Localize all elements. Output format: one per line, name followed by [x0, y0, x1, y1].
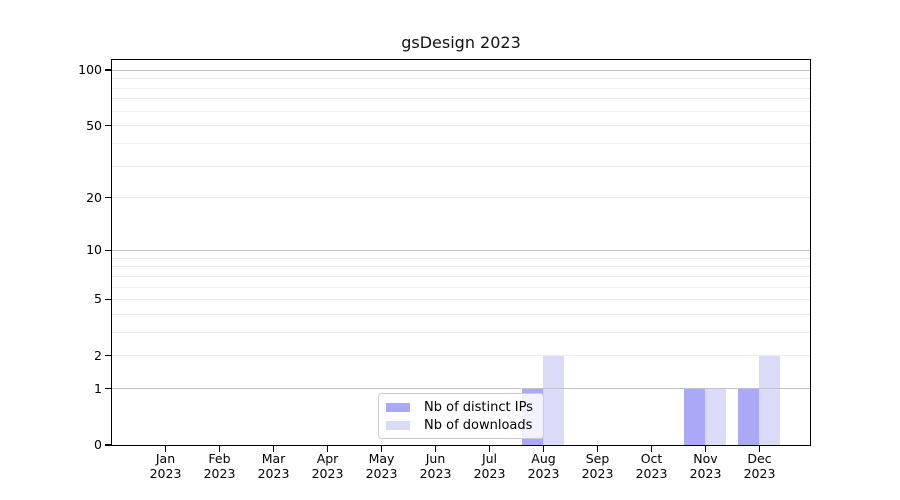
x-tick-mark-jan	[164, 446, 167, 452]
bar-nov-distinct-ips	[684, 388, 706, 445]
x-tick-label-month: Jan	[155, 451, 176, 466]
x-tick-label-year: 2023	[581, 466, 614, 481]
gridline-y-90	[111, 78, 810, 80]
gridline-y-8	[111, 266, 810, 268]
gridline-y-30	[111, 165, 810, 167]
x-tick-mark-may	[380, 446, 383, 452]
x-tick-label-month: Dec	[747, 451, 772, 466]
gridline-y-4	[111, 313, 810, 315]
x-tick-label-nov: Nov 2023	[678, 451, 734, 481]
y-tick-label-10: 10	[86, 242, 102, 258]
x-tick-label-feb: Feb 2023	[192, 451, 248, 481]
bar-dec-distinct-ips	[738, 388, 760, 445]
bar-dec-downloads	[759, 355, 781, 445]
x-tick-label-year: 2023	[257, 466, 290, 481]
y-tick-mark-5	[105, 298, 111, 301]
x-tick-label-month: Oct	[640, 451, 663, 466]
bar-nov-downloads	[705, 388, 727, 445]
gridline-y-80	[111, 87, 810, 89]
x-tick-label-sep: Sep 2023	[570, 451, 626, 481]
x-tick-label-month: Apr	[316, 451, 339, 466]
x-tick-label-oct: Oct 2023	[624, 451, 680, 481]
legend: Nb of distinct IPs Nb of downloads	[378, 393, 544, 439]
x-tick-label-month: Nov	[693, 451, 718, 466]
y-tick-label-2: 2	[94, 347, 102, 363]
x-tick-label-jun: Jun 2023	[408, 451, 464, 481]
y-tick-label-5: 5	[94, 291, 102, 307]
gridline-y-40	[111, 142, 810, 144]
y-tick-label-20: 20	[86, 189, 102, 205]
x-tick-label-year: 2023	[203, 466, 236, 481]
x-tick-label-year: 2023	[365, 466, 398, 481]
x-tick-label-month: Aug	[531, 451, 556, 466]
gridline-y-3	[111, 332, 810, 334]
x-tick-mark-feb	[218, 446, 221, 452]
x-tick-label-year: 2023	[311, 466, 344, 481]
x-tick-label-month: Mar	[261, 451, 286, 466]
x-tick-label-year: 2023	[419, 466, 452, 481]
y-tick-mark-10	[105, 249, 111, 251]
x-tick-label-month: Feb	[208, 451, 231, 466]
x-tick-label-month: Jun	[425, 451, 446, 466]
x-tick-label-year: 2023	[689, 466, 722, 481]
chart-title: gsDesign 2023	[401, 33, 521, 52]
x-tick-mark-jul	[488, 446, 491, 452]
gridline-y-70	[111, 98, 810, 100]
x-tick-mark-oct	[650, 446, 653, 452]
x-tick-label-dec: Dec 2023	[732, 451, 788, 481]
x-tick-mark-apr	[326, 446, 329, 452]
y-tick-mark-20	[105, 196, 111, 199]
x-tick-mark-mar	[272, 446, 275, 452]
x-tick-label-apr: Apr 2023	[300, 451, 356, 481]
x-tick-label-aug: Aug 2023	[516, 451, 572, 481]
y-tick-mark-50	[105, 124, 111, 127]
x-tick-label-year: 2023	[527, 466, 560, 481]
y-tick-label-1: 1	[94, 380, 102, 396]
y-tick-label-100: 100	[78, 62, 102, 77]
gridline-y-9	[111, 257, 810, 259]
gridline-y-100	[111, 69, 810, 71]
gridline-y-6	[111, 286, 810, 288]
gridline-y-50	[111, 125, 810, 127]
gridline-y-10	[111, 249, 810, 251]
gridline-y-2	[111, 355, 810, 357]
legend-swatch-distinct-ips-icon	[386, 402, 410, 412]
legend-row: Nb of distinct IPs	[386, 398, 537, 416]
gridline-y-7	[111, 275, 810, 277]
x-tick-label-month: Sep	[585, 451, 610, 466]
x-tick-label-year: 2023	[473, 466, 506, 481]
x-tick-mark-nov	[704, 446, 707, 452]
x-tick-label-may: May 2023	[354, 451, 410, 481]
x-tick-mark-sep	[596, 446, 599, 452]
y-tick-mark-0	[105, 444, 111, 446]
x-tick-label-jul: Jul 2023	[462, 451, 518, 481]
x-tick-label-jan: Jan 2023	[138, 451, 194, 481]
x-tick-mark-dec	[758, 446, 761, 452]
gridline-y-20	[111, 197, 810, 199]
x-tick-label-mar: Mar 2023	[246, 451, 302, 481]
x-tick-mark-aug	[542, 446, 545, 452]
x-tick-label-year: 2023	[635, 466, 668, 481]
legend-label-distinct-ips: Nb of distinct IPs	[424, 399, 533, 415]
plot-area	[110, 58, 811, 446]
y-tick-label-0: 0	[94, 437, 102, 452]
gridline-y-1	[111, 388, 810, 390]
y-tick-label-50: 50	[86, 117, 102, 133]
legend-swatch-downloads-icon	[386, 420, 410, 430]
gridline-y-5	[111, 299, 810, 301]
x-tick-label-month: Jul	[481, 451, 498, 466]
bar-aug-downloads	[543, 355, 565, 445]
legend-row: Nb of downloads	[386, 416, 537, 434]
y-tick-mark-2	[105, 355, 111, 357]
grid-layer	[111, 60, 810, 445]
y-tick-mark-100	[105, 69, 111, 71]
x-tick-label-year: 2023	[743, 466, 776, 481]
x-tick-label-year: 2023	[149, 466, 182, 481]
x-tick-label-month: May	[368, 451, 395, 466]
legend-label-downloads: Nb of downloads	[424, 417, 533, 433]
x-tick-mark-jun	[434, 446, 437, 452]
y-tick-mark-1	[105, 388, 111, 390]
gridline-y-60	[111, 110, 810, 112]
